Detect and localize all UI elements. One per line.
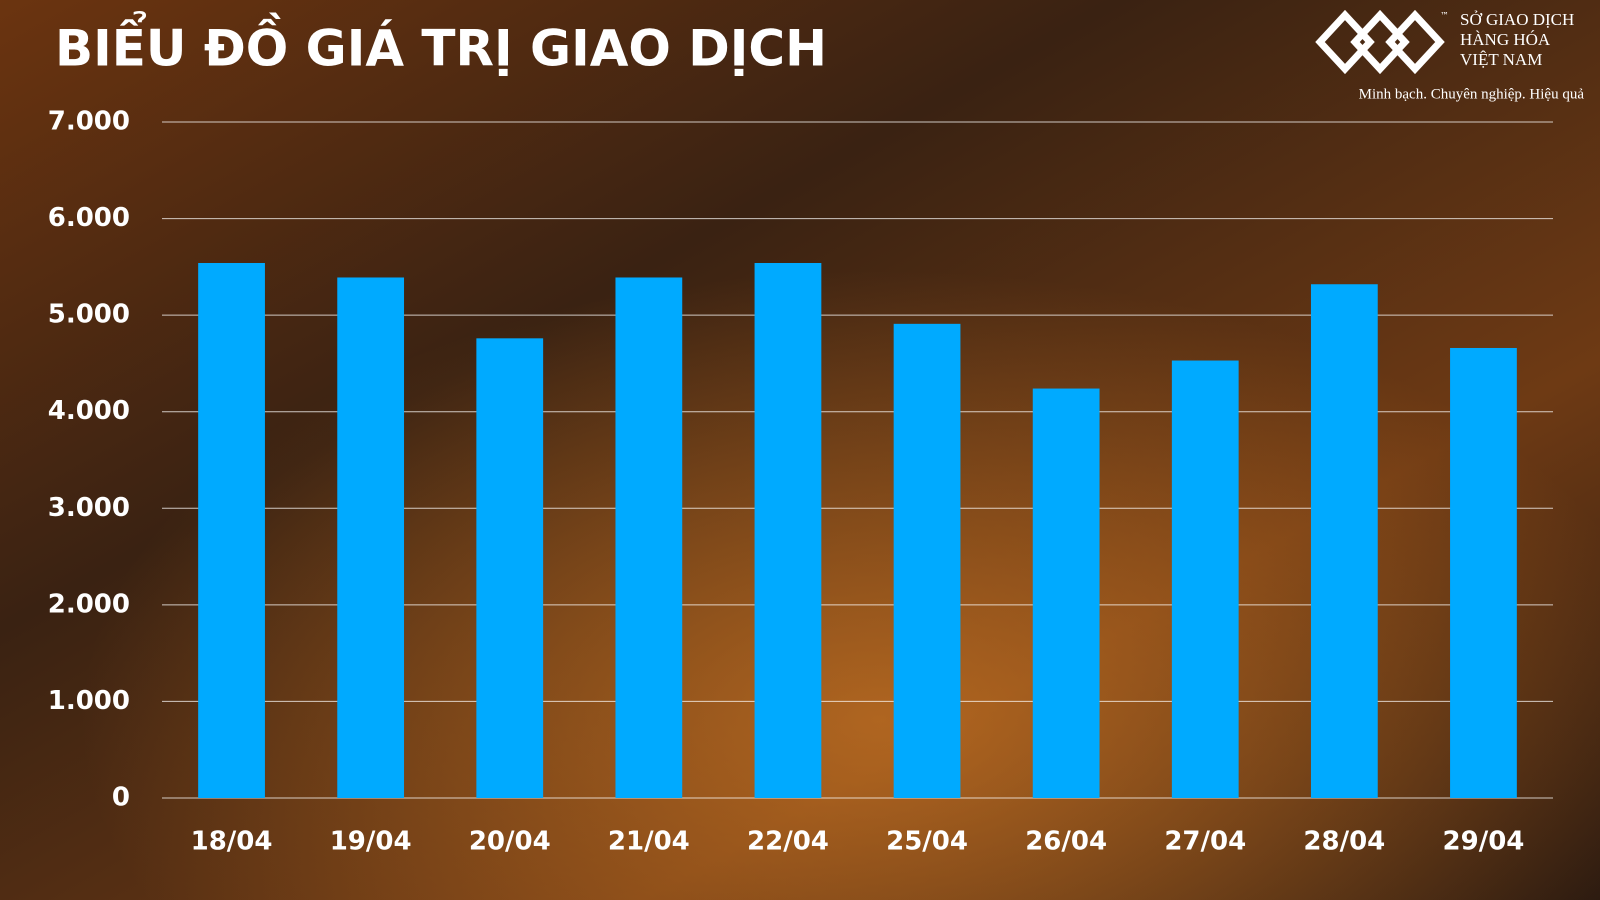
x-tick-label: 20/04 xyxy=(469,827,551,857)
y-tick-label: 5.000 xyxy=(48,300,130,330)
y-tick-label: 6.000 xyxy=(48,203,130,233)
bar xyxy=(1171,360,1239,798)
bar xyxy=(1450,347,1517,798)
logo-line: HÀNG HÓA xyxy=(1460,30,1551,49)
x-tick-label: 25/04 xyxy=(886,827,968,857)
bar xyxy=(615,277,683,799)
y-tick-label: 1.000 xyxy=(48,686,130,716)
y-tick-label: 4.000 xyxy=(48,396,130,426)
bar xyxy=(1310,284,1378,798)
bar xyxy=(1032,388,1100,798)
x-tick-label: 19/04 xyxy=(330,827,412,857)
tagline: Minh bạch. Chuyên nghiệp. Hiệu quả xyxy=(1359,86,1585,102)
bar xyxy=(198,262,265,799)
logo-line: VIỆT NAM xyxy=(1460,50,1542,69)
logo-line: SỞ GIAO DỊCH xyxy=(1460,10,1574,29)
y-tick-label: 3.000 xyxy=(48,493,130,523)
x-tick-label: 21/04 xyxy=(608,827,690,857)
bar xyxy=(476,338,544,798)
y-tick-label: 7.000 xyxy=(48,107,130,137)
x-tick-label: 29/04 xyxy=(1443,827,1525,857)
x-tick-label: 27/04 xyxy=(1164,827,1246,857)
x-tick-label: 22/04 xyxy=(747,827,829,857)
bar xyxy=(893,323,961,798)
logo-icon xyxy=(1315,9,1445,75)
chart-title: BIỂU ĐỒ GIÁ TRỊ GIAO DỊCH xyxy=(55,11,827,78)
bar xyxy=(337,277,405,799)
x-tick-label: 18/04 xyxy=(191,827,273,857)
bar xyxy=(754,262,822,799)
x-tick-label: 28/04 xyxy=(1303,827,1385,857)
x-tick-label: 26/04 xyxy=(1025,827,1107,857)
logo-trademark: ™ xyxy=(1440,12,1449,22)
y-tick-label: 0 xyxy=(112,783,130,813)
y-tick-label: 2.000 xyxy=(48,589,130,619)
